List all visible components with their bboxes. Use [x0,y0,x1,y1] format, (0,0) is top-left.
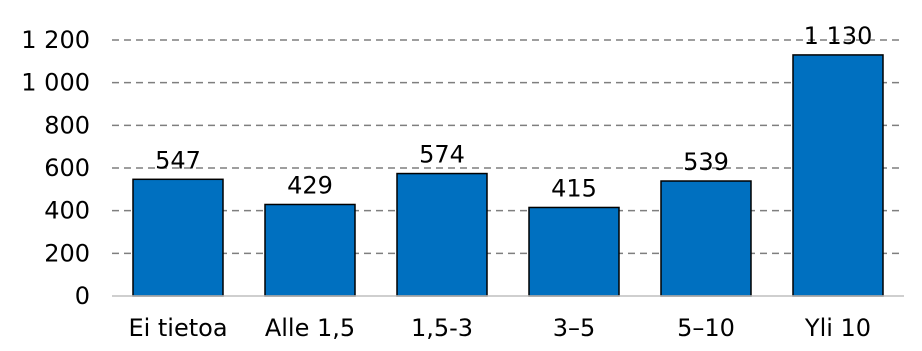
y-tick-label: 800 [44,111,90,139]
bars [132,54,884,297]
y-axis-tick-labels: 0 200 400 600 800 1 000 1 200 [21,26,90,310]
bar [660,180,752,297]
data-label: 1 130 [804,22,873,50]
data-label: 539 [683,148,729,176]
bar [396,172,488,297]
y-tick-label: 0 [75,282,90,310]
data-label: 429 [287,171,333,199]
bar [792,54,884,297]
data-label: 415 [551,174,597,202]
bar [132,178,224,297]
category-label: Alle 1,5 [265,314,355,342]
y-tick-label: 400 [44,197,90,225]
data-label: 547 [155,146,201,174]
gridlines [112,39,904,255]
bar [264,203,356,297]
category-label: 3–5 [553,314,596,342]
y-tick-label: 200 [44,239,90,267]
category-label: 5–10 [677,314,735,342]
y-tick-label: 1 000 [21,69,90,97]
y-tick-label: 600 [44,154,90,182]
category-label: 1,5-3 [411,314,473,342]
category-label: Ei tietoa [128,314,227,342]
y-tick-label: 1 200 [21,26,90,54]
data-labels: 547 429 574 415 539 1 130 [155,22,872,203]
category-label: Yli 10 [804,314,871,342]
data-label: 574 [419,141,465,169]
bar [528,206,620,297]
category-labels: Ei tietoa Alle 1,5 1,5-3 3–5 5–10 Yli 10 [128,314,871,342]
